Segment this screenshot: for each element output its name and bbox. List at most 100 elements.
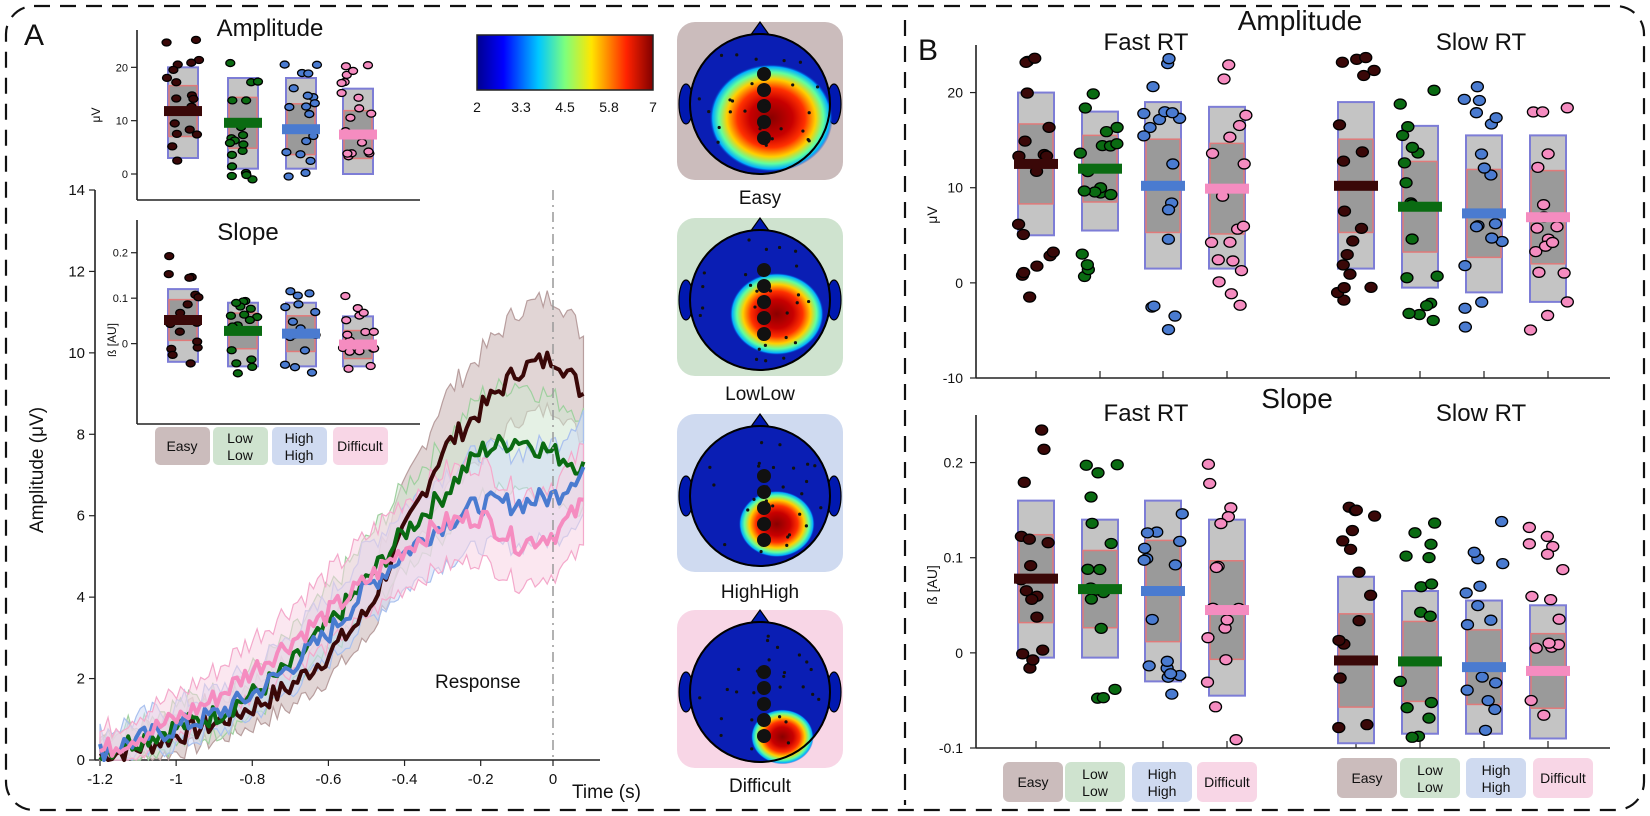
- inset-amplitude-point-highhigh: [288, 84, 299, 93]
- panel-a-letter: A: [24, 19, 44, 52]
- erp-line-easy: [98, 350, 585, 762]
- b-cond-box-lowlow: [1400, 758, 1460, 798]
- b-amp-slow-point-difficult: [1535, 106, 1550, 118]
- erp-y-tick-label: 14: [68, 182, 85, 199]
- topo-electrode: [768, 289, 773, 293]
- b-slope-fast-point-difficult: [1221, 511, 1236, 523]
- topo-electrode: [791, 83, 795, 87]
- b-slope-slow-point-highhigh: [1460, 684, 1474, 696]
- b-amp-slow-point-difficult: [1545, 236, 1560, 249]
- b-amp-slow-point-easy: [1354, 222, 1369, 235]
- topo-electrode: [770, 137, 774, 141]
- inset-amplitude-mean-difficult: [339, 129, 377, 140]
- inset-amplitude-point-easy: [190, 35, 202, 45]
- topo-electrode: [760, 441, 764, 445]
- inset-slope-point-highhigh: [287, 317, 299, 326]
- b-cond-box-difficult: [1533, 758, 1593, 798]
- erp-x-tick-label: -0.4: [392, 771, 418, 788]
- b-slope-slow-point-highhigh: [1481, 694, 1495, 707]
- inset-amplitude-point-easy: [161, 38, 172, 47]
- b-slope-slow-point-difficult: [1540, 548, 1555, 560]
- b-amp-slow-point-lowlow: [1393, 98, 1407, 110]
- inset-amplitude-point-difficult: [353, 93, 364, 102]
- colorbar-tick-label: 7: [649, 99, 657, 115]
- b-slope-slow-point-difficult: [1529, 642, 1543, 654]
- inset-amplitude-point-easy: [184, 125, 195, 134]
- erp-y-tick-label: 12: [68, 263, 85, 280]
- erp-x-tick-label: -0.2: [468, 771, 494, 788]
- inset-amplitude-point-highhigh: [309, 99, 320, 108]
- topo-electrode: [794, 264, 799, 268]
- topo-electrode: [734, 690, 739, 694]
- topo-electrode: [698, 696, 702, 700]
- inset-slope-point-lowlow: [230, 298, 242, 308]
- b-amp-fast-point-difficult: [1237, 158, 1251, 170]
- inset-slope-mean-highhigh: [282, 328, 320, 339]
- topo-electrode: [801, 129, 805, 133]
- topo-electrode: [795, 301, 799, 305]
- topo-electrode: [766, 634, 770, 638]
- topo-electrode: [764, 139, 768, 143]
- topo-electrode: [779, 127, 783, 131]
- b-cond-box-highhigh: [1466, 758, 1526, 798]
- b-amp-slow-point-highhigh: [1458, 302, 1472, 314]
- inset-amplitude-point-highhigh: [303, 69, 314, 78]
- b-amp-slow-point-easy: [1337, 294, 1351, 306]
- topo-electrode: [735, 53, 739, 57]
- inset-cond-box-difficult: [333, 427, 388, 465]
- inset-cond-label: Low: [227, 447, 254, 463]
- b-slope-slow-point-lowlow: [1424, 696, 1439, 709]
- topo-outline: [689, 621, 831, 763]
- b-amp-slow-point-difficult: [1530, 222, 1544, 234]
- inset-amplitude-point-difficult: [345, 113, 356, 122]
- topo-electrode: [757, 347, 761, 351]
- b-amplitude-title: Amplitude: [1238, 5, 1363, 36]
- inset-amplitude-point-difficult: [342, 149, 353, 158]
- topo-electrode: [759, 549, 763, 554]
- inset-slope-point-easy: [193, 293, 204, 302]
- b-amp-fast-mean-easy: [1014, 158, 1058, 169]
- inset-slope-point-lowlow: [247, 362, 258, 372]
- inset-slope-point-highhigh: [306, 368, 318, 377]
- b-amp-slow-point-difficult: [1560, 296, 1574, 308]
- b-slope-slow-point-easy: [1336, 535, 1350, 547]
- inset-slope-y-tick-label: 0.1: [113, 293, 128, 305]
- b-slope-slow-mean-lowlow: [1398, 656, 1442, 667]
- inset-slope-point-lowlow: [246, 355, 257, 364]
- b-amp-fast-point-lowlow: [1086, 88, 1100, 100]
- b-amp-fast-point-highhigh: [1137, 130, 1151, 142]
- inset-amplitude-point-difficult: [356, 138, 368, 147]
- b-slope-fast-point-lowlow: [1091, 467, 1105, 479]
- b-slope-fast-point-lowlow: [1096, 692, 1110, 704]
- inset-amplitude-point-lowlow: [224, 138, 236, 148]
- b-amp-fast-point-difficult: [1204, 236, 1219, 249]
- b-slope-fast-point-highhigh: [1142, 660, 1156, 672]
- topo-electrode: [757, 461, 761, 465]
- b-amp-fast-point-easy: [1017, 266, 1031, 279]
- topo-electrode: [719, 53, 724, 57]
- b-amp-slow-point-easy: [1357, 69, 1371, 82]
- b-amp-fast-point-difficult: [1217, 73, 1231, 85]
- b-slope-fast-point-difficult: [1214, 517, 1228, 530]
- b-amp-slow-point-difficult: [1541, 148, 1555, 160]
- b-slope-y-label: ß [AU]: [924, 565, 940, 605]
- inset-slope-point-lowlow: [245, 304, 256, 313]
- topo-electrode: [809, 667, 813, 672]
- b-slope-slow-point-lowlow: [1400, 702, 1414, 714]
- colorbar-gradient: [476, 34, 654, 91]
- b-amp-slow-point-lowlow: [1420, 299, 1434, 312]
- inset-cond-label: High: [285, 447, 314, 463]
- inset-slope-point-difficult: [358, 308, 369, 317]
- b-slope-slow-point-lowlow: [1422, 551, 1436, 564]
- b-slope-slow-point-highhigh: [1478, 724, 1493, 736]
- b-slope-fast-point-highhigh: [1145, 613, 1159, 626]
- topo-electrode: [786, 535, 790, 539]
- topo-electrode: [743, 109, 747, 113]
- panel-b-letter: B: [918, 34, 938, 67]
- b-amp-slow-point-lowlow: [1426, 314, 1440, 327]
- b-slope-fast-point-easy: [1025, 593, 1039, 606]
- b-slope-slow-point-highhigh: [1467, 546, 1481, 558]
- b-cond-box-easy: [1337, 758, 1397, 798]
- topo-electrode: [719, 717, 723, 721]
- b-slope-fast-point-easy: [1036, 644, 1050, 656]
